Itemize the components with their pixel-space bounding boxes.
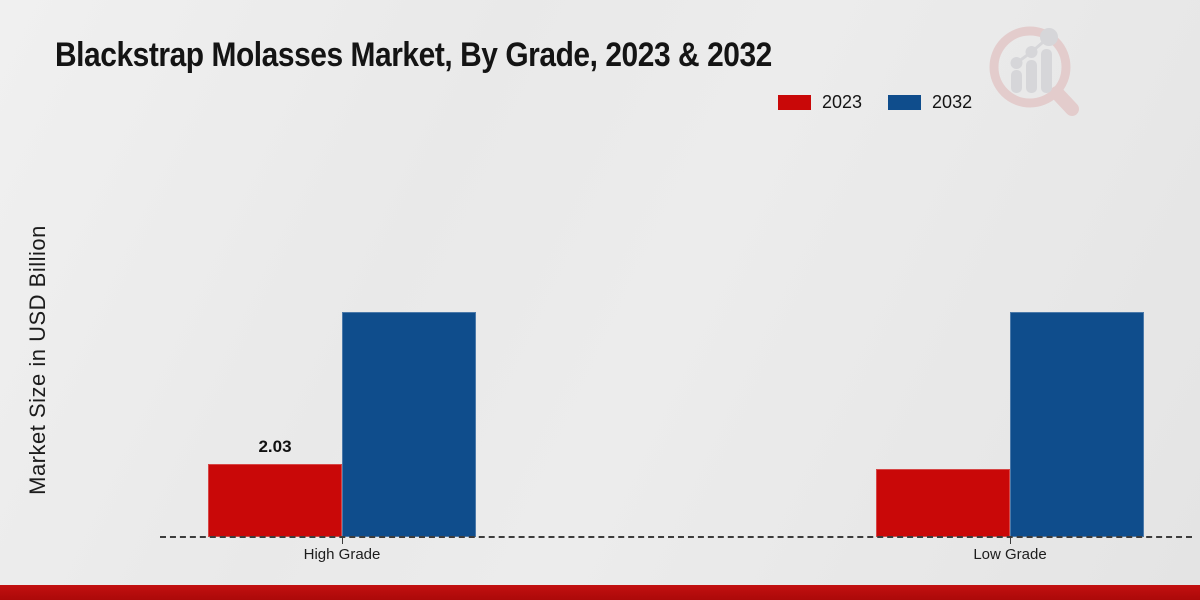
bar-2023-high-grade (208, 464, 342, 537)
category-label-low-grade: Low Grade (973, 546, 1047, 563)
legend-label-2023: 2023 (822, 92, 863, 112)
bar-value-label-2023-high-grade: 2.03 (258, 437, 292, 456)
legend-swatch-2032 (888, 95, 922, 110)
legend-swatch-2023 (778, 95, 811, 110)
x-axis-tick-high-grade (342, 538, 343, 544)
legend-item-2023: 2023 (778, 92, 862, 113)
legend: 2023 2032 (778, 92, 972, 113)
magnifier-bar-chart-logo-icon (989, 26, 1079, 116)
bar-2032-low-grade (1010, 312, 1144, 537)
x-axis-tick-low-grade (1010, 538, 1011, 544)
x-axis-baseline (160, 536, 1192, 538)
legend-item-2032: 2032 (888, 92, 972, 113)
chart-title: Blackstrap Molasses Market, By Grade, 20… (55, 36, 772, 74)
bar-2032-high-grade (342, 312, 476, 537)
footer-stripe (0, 585, 1200, 600)
category-label-high-grade: High Grade (303, 546, 381, 563)
bar-2023-low-grade (876, 469, 1010, 537)
legend-label-2032: 2032 (932, 92, 973, 112)
